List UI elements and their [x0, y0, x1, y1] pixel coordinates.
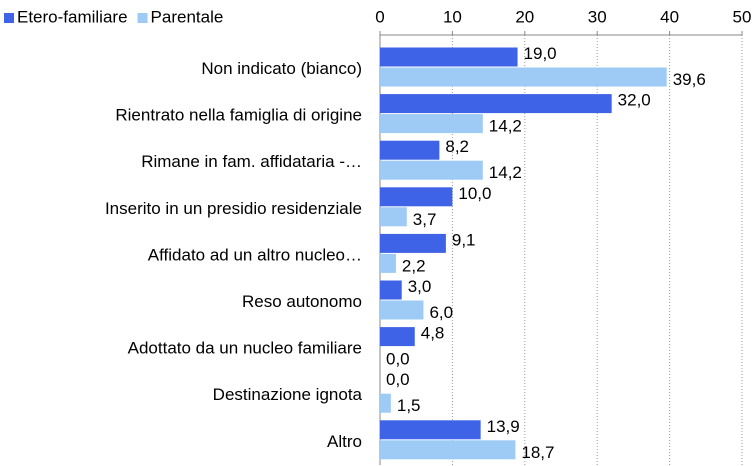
- bar: [380, 253, 396, 273]
- category-label: Inserito in un presidio residenziale: [105, 199, 362, 218]
- category-label: Rimane in fam. affidataria -…: [141, 152, 362, 171]
- category-label: Reso autonomo: [242, 292, 362, 311]
- bar: [380, 67, 667, 87]
- value-label: 13,9: [487, 417, 520, 436]
- value-label: 0,0: [386, 350, 410, 369]
- value-label: 3,7: [413, 210, 437, 229]
- category-label: Affidato ad un altro nucleo…: [148, 245, 362, 264]
- bar: [380, 300, 424, 320]
- value-label: 14,2: [489, 163, 522, 182]
- value-label: 10,0: [458, 184, 491, 203]
- bar: [380, 140, 440, 160]
- bar: [380, 440, 516, 460]
- x-tick-label: 20: [515, 7, 534, 26]
- bar: [380, 393, 391, 413]
- legend-swatch: [4, 13, 14, 23]
- value-label: 32,0: [618, 91, 651, 110]
- bar: [380, 114, 483, 134]
- value-label: 4,8: [421, 324, 445, 343]
- bar: [380, 94, 612, 114]
- bar: [380, 280, 402, 300]
- value-label: 8,2: [445, 137, 469, 156]
- value-label: 18,7: [521, 443, 554, 462]
- bar: [380, 233, 446, 253]
- bar: [380, 207, 407, 227]
- value-label: 2,2: [402, 256, 426, 275]
- bar: [380, 47, 518, 67]
- category-label: Destinazione ignota: [213, 385, 363, 404]
- legend-label: Parentale: [151, 7, 224, 26]
- x-tick-label: 30: [588, 7, 607, 26]
- value-label: 14,2: [489, 117, 522, 136]
- x-tick-label: 10: [443, 7, 462, 26]
- category-label: Altro: [327, 432, 362, 451]
- bar: [380, 187, 453, 207]
- value-label: 19,0: [524, 44, 557, 63]
- bar: [380, 160, 483, 180]
- value-label: 6,0: [429, 303, 453, 322]
- value-label: 0,0: [386, 370, 410, 389]
- x-tick-label: 40: [660, 7, 679, 26]
- value-label: 39,6: [673, 70, 706, 89]
- x-tick-label: 0: [375, 7, 384, 26]
- value-label: 9,1: [452, 230, 476, 249]
- legend-swatch: [137, 13, 148, 23]
- legend-label: Etero-familiare: [17, 7, 128, 26]
- bar: [380, 327, 415, 347]
- value-label: 1,5: [397, 396, 421, 415]
- category-label: Adottato da un nucleo familiare: [128, 339, 362, 358]
- bar: [380, 420, 481, 440]
- category-label: Non indicato (bianco): [201, 59, 362, 78]
- category-label: Rientrato nella famiglia di origine: [115, 106, 362, 125]
- value-label: 3,0: [408, 277, 432, 296]
- x-tick-label: 50: [733, 7, 752, 26]
